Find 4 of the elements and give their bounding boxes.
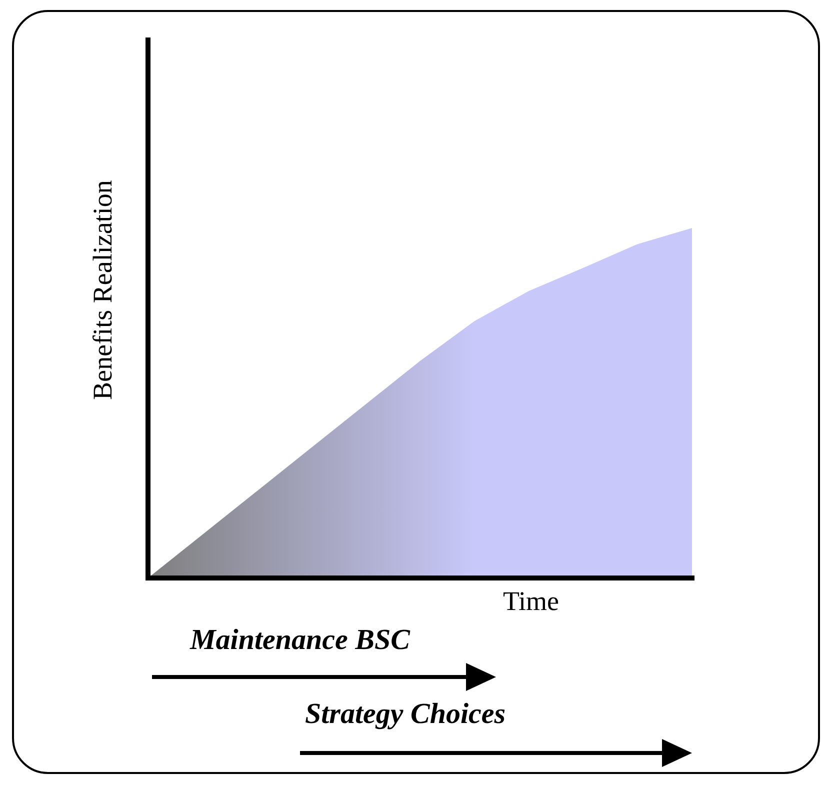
text: Strategy Choices: [305, 698, 506, 731]
x-axis-title: Time: [503, 586, 560, 617]
y-axis-title: Benefits Realization: [88, 180, 118, 400]
text: Maintenance BSC: [190, 624, 410, 657]
